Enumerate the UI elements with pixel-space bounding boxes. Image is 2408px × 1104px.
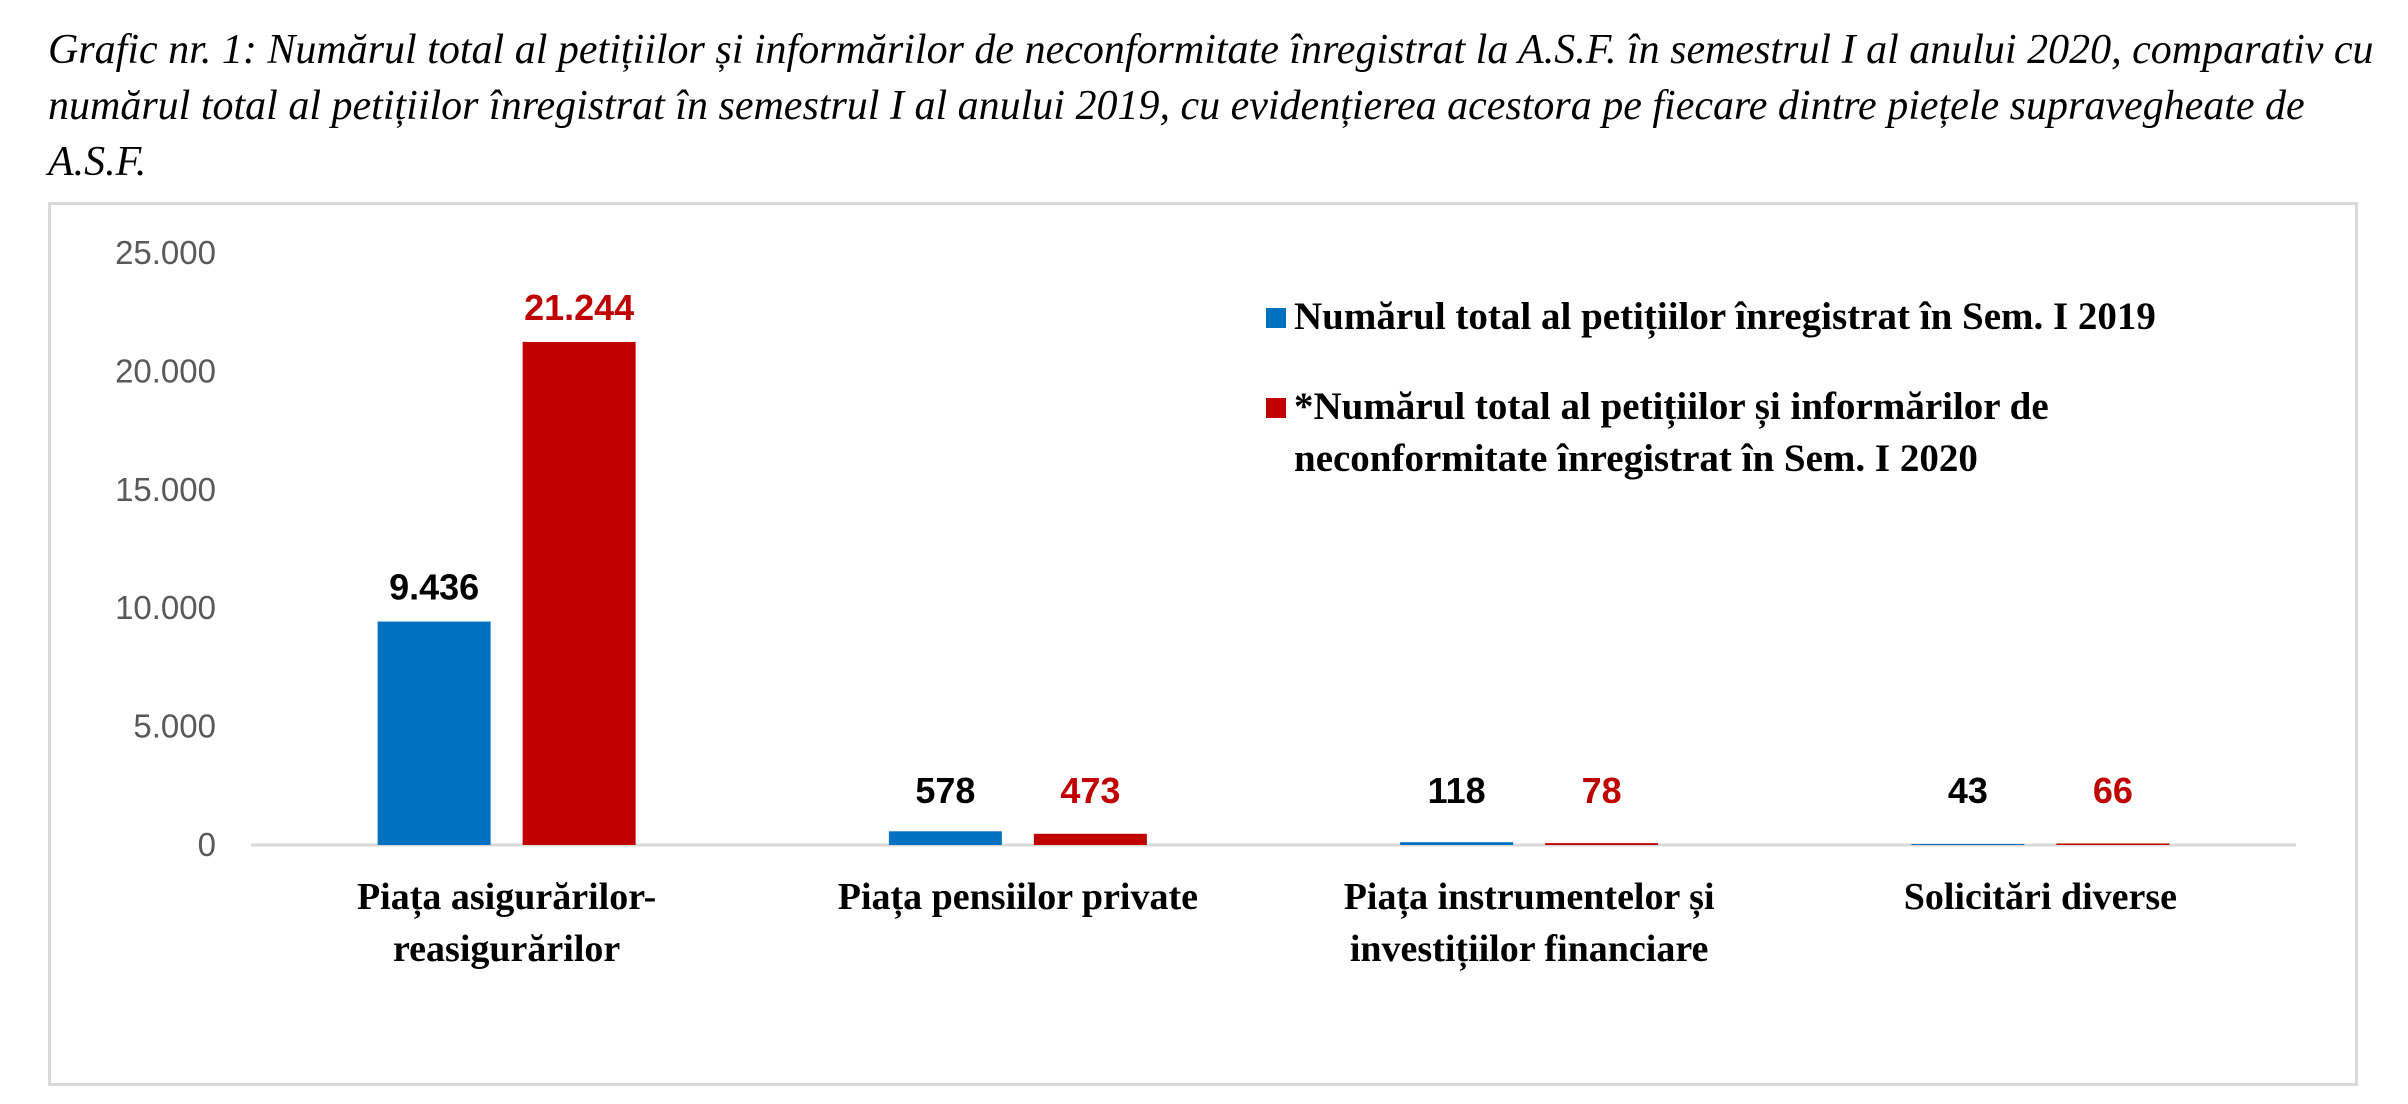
data-label-2020: 21.244 [524,287,634,328]
category-label: Piața instrumentelor și [1344,876,1715,919]
legend-swatch-2020 [1266,398,1286,418]
y-tick-label: 5.000 [133,708,216,745]
legend-swatch-2019 [1266,308,1286,328]
category-label: investițiilor financiare [1350,928,1709,971]
data-label-2019: 118 [1428,770,1486,811]
y-tick-label: 10.000 [115,589,216,626]
category-label: Piața asigurărilor- [357,876,656,919]
legend-label-2020-line2: neconformitate înregistrat în Sem. I 202… [1294,437,1978,480]
data-label-2019: 9.436 [389,567,479,608]
caption-text: Numărul total al petițiilor și informări… [48,27,2374,185]
bar-2020 [1033,833,1147,845]
data-label-2019: 43 [1948,770,1988,811]
bar-2019 [1911,843,2025,845]
y-tick-label: 15.000 [115,471,216,508]
data-label-2020: 78 [1582,770,1622,811]
caption-label: Grafic nr. 1: [48,27,257,73]
y-tick-label: 20.000 [115,352,216,389]
category-label: Solicitări diverse [1904,876,2177,918]
bar-2019 [377,621,491,845]
bar-2019 [1400,842,1514,845]
bar-chart: 0 5.000 10.000 15.000 20.000 25.000 9.436 21.24… [115,234,2296,971]
chart-caption: Grafic nr. 1: Numărul total al petițiilo… [48,22,2388,190]
data-label-2020: 473 [1060,770,1120,811]
bar-2019 [888,831,1002,845]
bar-2020 [1545,843,1659,845]
y-tick-label: 25.000 [115,234,216,271]
data-label-2019: 578 [915,770,975,811]
y-tick-label: 0 [198,826,216,863]
legend-label-2020-line1: *Numărul total al petițiilor și informăr… [1294,385,2049,429]
legend-label-2019: Numărul total al petițiilor înregistrat … [1294,295,2156,339]
data-label-2020: 66 [2093,770,2133,811]
bar-2020 [2056,843,2170,845]
bar-2020 [522,341,636,845]
category-label: Piața pensiilor private [838,876,1198,919]
chart-frame: 0 5.000 10.000 15.000 20.000 25.000 9.436 21.24… [48,202,2358,1086]
category-label: reasigurărilor [393,928,620,970]
